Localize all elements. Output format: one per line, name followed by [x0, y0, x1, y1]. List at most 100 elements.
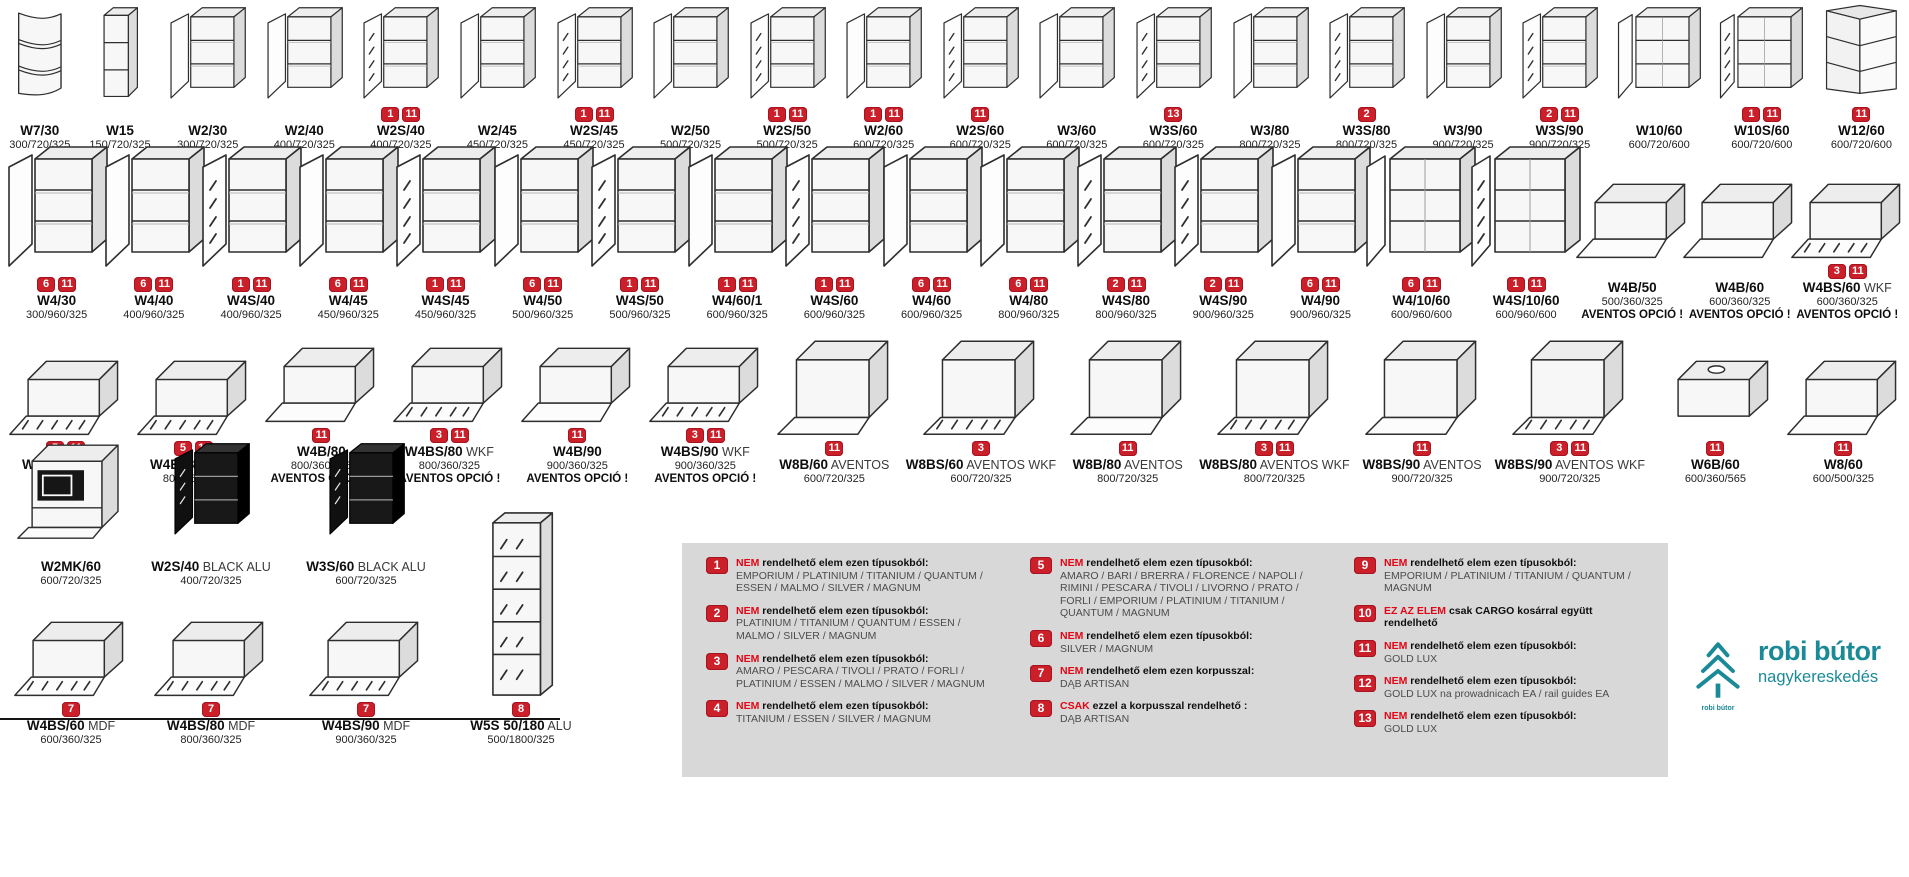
cabinet-drawing-glass [748, 4, 827, 104]
legend-text: NEM rendelhető elem ezen típusokból: PLAT… [736, 605, 986, 643]
cabinet-label: W8BS/90 AVENTOS WKF [1495, 457, 1645, 472]
legend-heading: NEM rendelhető elem ezen típusokból: [736, 653, 929, 665]
legend-text: NEM rendelhető elem ezen típusokból: EMPO… [736, 557, 986, 595]
cabinet-code: W8BS/80 [1199, 457, 1257, 472]
cabinet-item: 2 W3S/80 800/720/325 [1327, 4, 1406, 151]
legend-column-2: 5 NEM rendelhető elem ezen típusokból: AMA… [1030, 557, 1320, 763]
cabinet-item: 1 11 W2/60 600/720/325 [844, 4, 923, 151]
logo-text: robi bútor nagykereskedés [1758, 638, 1881, 686]
cabinet-code: W2/50 [671, 123, 711, 138]
restriction-badge: 11 [544, 277, 563, 292]
cabinet-label: W7/30 [20, 123, 59, 138]
cabinet-label: W2/30 [188, 123, 227, 138]
cabinet-item: 7 W4BS/90 MDF 900/360/325 [286, 615, 446, 746]
cabinet-drawing-flip-glass [13, 615, 128, 699]
restriction-badge: 11 [312, 428, 331, 443]
cabinet-drawing-shelf [296, 142, 400, 274]
legend-item: 9 NEM rendelhető elem ezen típusokból: EMP… [1354, 557, 1644, 595]
legend-column-1: 1 NEM rendelhető elem ezen típusokból: EMP… [706, 557, 996, 763]
cabinet-code: W4S/40 [227, 293, 276, 308]
cabinet-item: 11 W4B/90 900/360/325 AVENTOS OPCIÓ ! [520, 341, 635, 485]
cabinet-dimensions: 600/960/325 [900, 309, 963, 321]
restriction-badges: 3 11 [1827, 263, 1867, 280]
legend-number-badge: 10 [1354, 604, 1376, 622]
cabinet-item: 2 11 W4S/80 800/960/325 [1077, 142, 1177, 321]
restriction-badge: 11 [1852, 107, 1871, 122]
cabinet-drawing-flip-glass [392, 341, 507, 425]
cabinet-code: W4BS/90 [321, 718, 380, 733]
restriction-badges: 7 [62, 701, 80, 718]
cabinet-item: W2/30 300/720/325 [168, 4, 247, 151]
cabinet-drawing-shelf [458, 4, 537, 104]
restriction-badge: 11 [1763, 107, 1782, 122]
cabinet-label: W2S/40 BLACK ALU [151, 559, 271, 574]
legend-red-word: NEM [736, 604, 760, 617]
cabinet-code: W4BS/90 [660, 444, 719, 459]
cabinet-variant: MDF [224, 719, 256, 733]
cabinet-drawing-flip [264, 341, 379, 425]
cabinet-drawing-glass [1171, 142, 1275, 274]
cabinet-item: 3 11 W8BS/90 AVENTOS WKF 900/720/325 [1495, 332, 1645, 485]
cabinet-label: W4S/45 [421, 293, 469, 308]
cabinet-item: 1 11 W4S/50 500/960/325 [591, 142, 691, 321]
legend-item: 6 NEM rendelhető elem ezen típusokból: SIL… [1030, 629, 1320, 655]
legend-text: NEM rendelhető elem ezen típusokból: GOLD… [1384, 640, 1577, 665]
restriction-badges: 1 11 [717, 276, 757, 293]
cabinet-label: W3S/60 [1149, 123, 1197, 138]
cabinet-item: 1 11 W2S/40 400/720/325 [361, 4, 440, 151]
restriction-badges: 6 11 [1300, 276, 1340, 293]
legend-heading: EZ AZ ELEM csak CARGO kosárral együtt re… [1384, 605, 1593, 630]
cabinet-drawing-glass [393, 142, 497, 274]
restriction-badges: 11 [312, 427, 331, 444]
cabinet-label: W4/60 [912, 293, 951, 308]
restriction-badges: 2 11 [1540, 106, 1580, 123]
cabinet-drawing-hood [1658, 354, 1773, 438]
legend-red-word: NEM [1384, 710, 1408, 723]
cabinet-code: W4B/80 [297, 444, 346, 459]
restriction-badge: 11 [1413, 441, 1432, 456]
cabinet-drawing-flip-glass [648, 341, 763, 425]
cabinet-code: W3S/90 [1535, 123, 1584, 138]
cabinet-code: W4S/80 [1102, 293, 1151, 308]
cabinet-item: W2/50 500/720/325 [651, 4, 730, 151]
legend-heading-rest: rendelhető elem ezen típusokból: [1083, 557, 1253, 569]
cabinet-code: W4BS/60 [1802, 280, 1861, 295]
restriction-badge: 11 [1706, 441, 1725, 456]
cabinet-item: 3 11 W4BS/80 WKF 800/360/325 AVENTOS OPCIÓ ! [392, 341, 507, 485]
restriction-badge: 11 [1224, 277, 1243, 292]
restriction-badges: 1 11 [620, 276, 660, 293]
cabinet-code: W2MK/60 [40, 559, 101, 574]
cabinet-item: 11 W8B/80 AVENTOS 800/720/325 [1069, 332, 1186, 485]
restriction-badge: 11 [788, 107, 807, 122]
restriction-badges: 11 [1852, 106, 1871, 123]
legend-number-badge: 5 [1030, 557, 1052, 574]
legend-text: CSAK ezzel a korpusszal rendelhető : DĄB … [1060, 700, 1247, 725]
legend-red-word: NEM [1384, 557, 1408, 569]
cabinet-code: W2/45 [477, 123, 517, 138]
cabinet-dimensions: 900/360/325 [546, 460, 608, 472]
cabinet-item: W2/45 450/720/325 [458, 4, 537, 151]
cabinet-dimensions: 800/720/325 [1097, 473, 1159, 485]
cabinet-drawing-black [172, 440, 251, 540]
cabinet-code: W4S/10/60 [1492, 293, 1560, 308]
cabinet-code: W15 [106, 123, 134, 138]
cabinet-dimensions: 900/720/325 [1539, 473, 1601, 485]
cabinet-item: W2S/40 BLACK ALU 400/720/325 [136, 440, 286, 587]
cabinet-code: W3S/60 [1149, 123, 1198, 138]
legend-heading-rest: rendelhető elem ezen típusokból: [1407, 710, 1577, 723]
cabinet-item: 6 11 W4/10/60 600/960/600 [1366, 142, 1477, 321]
restriction-badge: 7 [62, 702, 80, 717]
cabinet-label: W4/40 [134, 293, 173, 308]
cabinet-drawing-shelf [1268, 142, 1372, 274]
legend-heading-rest: csak CARGO kosárral együtt rendelhető [1384, 604, 1593, 630]
cabinet-item: 6 11 W4/50 500/960/325 [493, 142, 594, 321]
cabinet-variant: ALU [544, 719, 572, 733]
cabinet-label: W2/40 [285, 123, 324, 138]
cabinet-code: W4S/90 [1199, 293, 1248, 308]
cabinet-item: 13 W3S/60 600/720/325 [1134, 4, 1213, 151]
restriction-badge: 6 [523, 277, 542, 292]
restriction-badges: 1 11 [381, 106, 421, 123]
restriction-badge: 13 [1164, 107, 1183, 122]
legend-heading: NEM rendelhető elem ezen típusokból: [1384, 640, 1577, 652]
cabinet-item: 1 11 W4S/45 450/960/325 [396, 142, 497, 321]
